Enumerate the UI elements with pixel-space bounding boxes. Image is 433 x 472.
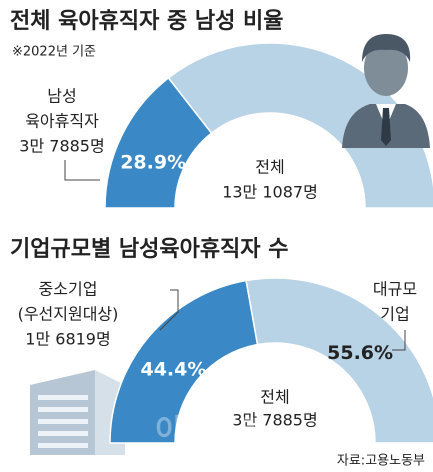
- segment-label: 중소기업: [39, 280, 98, 299]
- segment-label: 1만 6819명: [25, 330, 110, 349]
- source: 자료:고용노동부: [337, 454, 425, 469]
- segment-label: (우선지원대상): [18, 305, 119, 324]
- donut-segment: [245, 277, 433, 444]
- center-label: 13만 1087명: [222, 183, 318, 202]
- chart-title: 전체 육아휴직자 중 남성 비율: [10, 9, 284, 34]
- value-label: 44.4%: [140, 358, 206, 380]
- center-label: 전체: [260, 388, 289, 407]
- segment-label: 기업: [380, 305, 409, 324]
- donut-segment: [109, 279, 259, 444]
- watermark: 이데일리: [155, 414, 265, 449]
- center-label: 3만 7885명: [232, 411, 317, 430]
- segment-label: 남성: [47, 87, 76, 106]
- donut-segment: [167, 42, 433, 209]
- chart-subtitle: ※2022년 기준: [12, 45, 96, 60]
- value-label: 55.6%: [327, 342, 393, 364]
- leader-line: [64, 160, 100, 181]
- value-label: 28.9%: [120, 151, 186, 173]
- segment-label: 대규모: [373, 280, 417, 299]
- charts: 전체 육아휴직자 중 남성 비율 ※2022년 기준 28.9% 남성육아휴직자 3만 …: [10, 9, 433, 469]
- chart-title: 기업규모별 남성육아휴직자 수: [10, 237, 288, 262]
- segment-label: 육아휴직자: [25, 112, 99, 131]
- segment-label: 3만 7885명: [19, 137, 104, 156]
- leader-line: [159, 289, 179, 331]
- center-label: 전체: [255, 158, 284, 177]
- leader-line: [392, 330, 406, 351]
- person-icon: [342, 34, 430, 148]
